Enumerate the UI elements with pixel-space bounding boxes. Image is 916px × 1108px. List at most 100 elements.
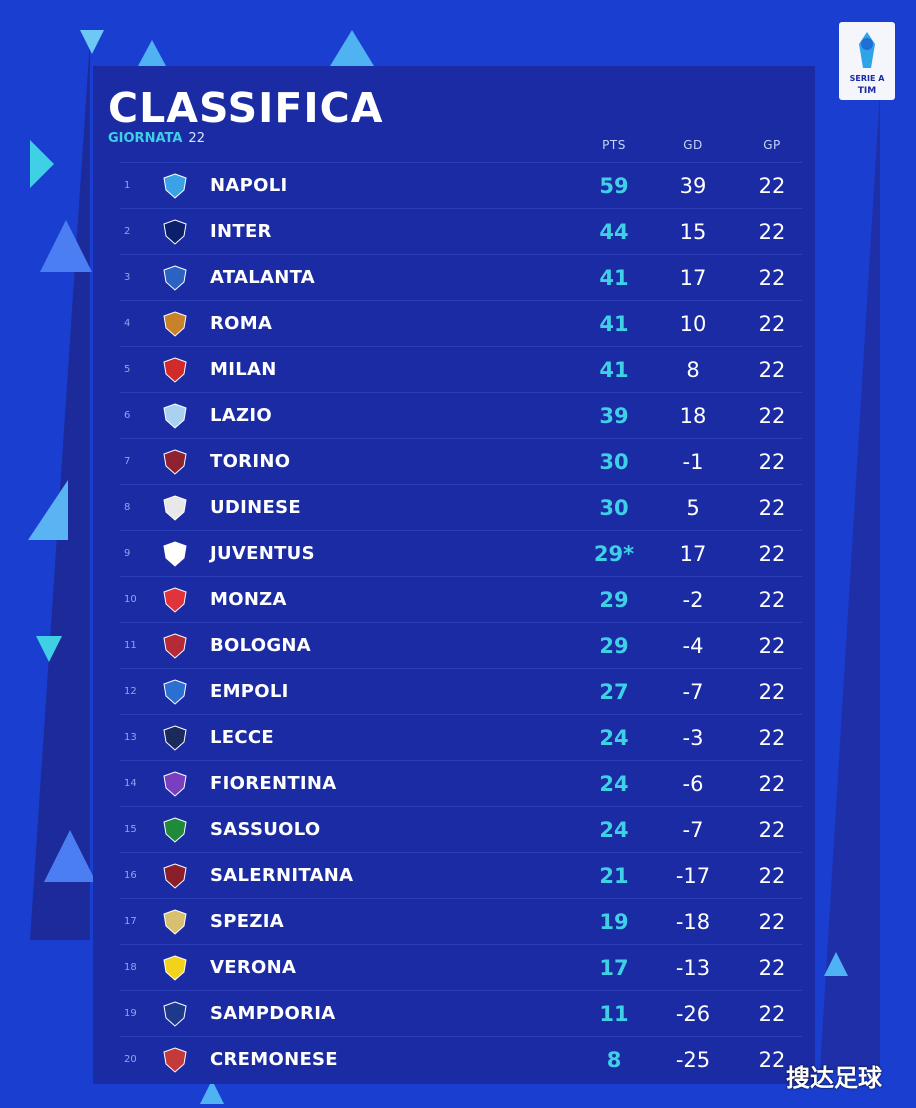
standings-table: 1 NAPOLI 59 39 22 2 INTER 44 15 22 3 ATALANTA 41 17 22… <box>120 162 802 1082</box>
team-crest-icon <box>163 955 187 981</box>
team-crest-icon <box>163 449 187 475</box>
points-value: 59 <box>599 174 629 198</box>
points-value: 41 <box>599 312 629 336</box>
points-value: 39 <box>599 404 629 428</box>
table-row: 8 UDINESE 30 5 22 <box>120 484 802 530</box>
position-number: 19 <box>124 1008 137 1019</box>
points-value: 19 <box>599 910 629 934</box>
table-row: 10 MONZA 29 -2 22 <box>120 576 802 622</box>
points-value: 24 <box>599 772 629 796</box>
position-number: 20 <box>124 1054 137 1065</box>
goal-difference-value: 8 <box>686 358 700 382</box>
goal-difference-value: -25 <box>675 1048 711 1072</box>
team-name: INTER <box>210 221 272 242</box>
table-row: 2 INTER 44 15 22 <box>120 208 802 254</box>
table-row: 15 SASSUOLO 24 -7 22 <box>120 806 802 852</box>
table-row: 9 JUVENTUS 29* 17 22 <box>120 530 802 576</box>
position-number: 6 <box>124 410 131 421</box>
team-name: LAZIO <box>210 405 272 426</box>
position-number: 13 <box>124 732 137 743</box>
goal-difference-value: 18 <box>679 404 707 428</box>
bg-triangle <box>820 90 880 1070</box>
team-crest-icon <box>163 771 187 797</box>
position-number: 12 <box>124 686 137 697</box>
column-header-pts: PTS <box>602 138 626 152</box>
table-row: 7 TORINO 30 -1 22 <box>120 438 802 484</box>
logo-text-serie-a: SERIE A <box>849 74 885 83</box>
points-value: 24 <box>599 818 629 842</box>
games-played-value: 22 <box>758 956 786 980</box>
points-value: 30 <box>599 450 629 474</box>
position-number: 7 <box>124 456 131 467</box>
games-played-value: 22 <box>758 358 786 382</box>
goal-difference-value: -7 <box>682 680 704 704</box>
team-crest-icon <box>163 495 187 521</box>
position-number: 4 <box>124 318 131 329</box>
goal-difference-value: -1 <box>682 450 704 474</box>
team-name: CREMONESE <box>210 1049 338 1070</box>
team-name: SAMPDORIA <box>210 1003 336 1024</box>
team-name: JUVENTUS <box>210 543 315 564</box>
goal-difference-value: -3 <box>682 726 704 750</box>
team-crest-icon <box>163 403 187 429</box>
table-row: 12 EMPOLI 27 -7 22 <box>120 668 802 714</box>
table-row: 14 FIORENTINA 24 -6 22 <box>120 760 802 806</box>
points-value: 41 <box>599 266 629 290</box>
logo-text-tim: TIM <box>857 86 877 96</box>
table-row: 6 LAZIO 39 18 22 <box>120 392 802 438</box>
games-played-value: 22 <box>758 910 786 934</box>
table-row: 11 BOLOGNA 29 -4 22 <box>120 622 802 668</box>
team-name: ROMA <box>210 313 273 334</box>
position-number: 5 <box>124 364 131 375</box>
team-crest-icon <box>163 1047 187 1073</box>
position-number: 16 <box>124 870 137 881</box>
games-played-value: 22 <box>758 726 786 750</box>
points-value: 21 <box>599 864 629 888</box>
position-number: 3 <box>124 272 131 283</box>
column-header-gp: GP <box>763 138 781 152</box>
games-played-value: 22 <box>758 588 786 612</box>
games-played-value: 22 <box>758 864 786 888</box>
goal-difference-value: 15 <box>679 220 707 244</box>
games-played-value: 22 <box>758 450 786 474</box>
goal-difference-value: -7 <box>682 818 704 842</box>
bg-triangle <box>30 140 54 188</box>
bg-triangle <box>40 220 92 272</box>
team-name: NAPOLI <box>210 175 288 196</box>
table-row: 20 CREMONESE 8 -25 22 <box>120 1036 802 1082</box>
team-crest-icon <box>163 311 187 337</box>
table-row: 18 VERONA 17 -13 22 <box>120 944 802 990</box>
team-crest-icon <box>163 219 187 245</box>
team-crest-icon <box>163 587 187 613</box>
position-number: 10 <box>124 594 137 605</box>
points-value: 29 <box>599 634 629 658</box>
games-played-value: 22 <box>758 174 786 198</box>
position-number: 18 <box>124 962 137 973</box>
points-value: 17 <box>599 956 629 980</box>
games-played-value: 22 <box>758 634 786 658</box>
team-name: SPEZIA <box>210 911 284 932</box>
goal-difference-value: -4 <box>682 634 704 658</box>
table-row: 19 SAMPDORIA 11 -26 22 <box>120 990 802 1036</box>
team-name: LECCE <box>210 727 274 748</box>
team-name: ATALANTA <box>210 267 316 288</box>
points-value: 11 <box>599 1002 629 1026</box>
team-crest-icon <box>163 679 187 705</box>
bg-triangle <box>80 30 104 54</box>
team-name: EMPOLI <box>210 681 289 702</box>
games-played-value: 22 <box>758 266 786 290</box>
points-value: 41 <box>599 358 629 382</box>
goal-difference-value: -17 <box>675 864 711 888</box>
team-crest-icon <box>163 265 187 291</box>
position-number: 2 <box>124 226 131 237</box>
games-played-value: 22 <box>758 220 786 244</box>
team-crest-icon <box>163 1001 187 1027</box>
position-number: 9 <box>124 548 131 559</box>
team-crest-icon <box>163 909 187 935</box>
serie-a-logo: SERIE A TIM <box>839 22 895 100</box>
table-row: 17 SPEZIA 19 -18 22 <box>120 898 802 944</box>
goal-difference-value: 17 <box>679 542 707 566</box>
round-label-text: GIORNATA <box>108 131 183 146</box>
points-value: 29 <box>599 588 629 612</box>
